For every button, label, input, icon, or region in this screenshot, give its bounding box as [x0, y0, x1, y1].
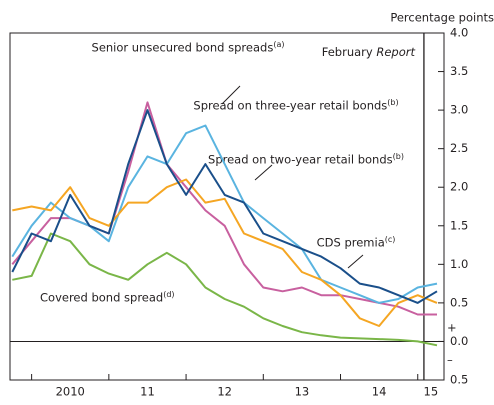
sign-label: – [447, 353, 453, 367]
arrow [221, 85, 241, 105]
report-text: February [322, 45, 373, 59]
x-tick-label: 12 [217, 385, 232, 399]
y-axis-label: Percentage points [390, 11, 494, 25]
sign-label: + [447, 321, 457, 335]
y-tick-label: 1.5 [450, 218, 468, 232]
annotation-note: (d) [163, 290, 174, 299]
y-tick-label: 3.0 [450, 103, 468, 117]
annotation-note: (b) [387, 98, 398, 107]
x-tick-label: 2010 [56, 385, 85, 399]
y-tick-label: 0.0 [450, 334, 468, 348]
y-tick-label: 4.0 [450, 26, 468, 40]
x-tick-label: 15 [424, 385, 439, 399]
y-tick-label: 2.0 [450, 180, 468, 194]
x-tick-label: 14 [372, 385, 387, 399]
annotation: Spread on three-year retail bonds(b) [193, 98, 398, 113]
x-tick-label: 11 [140, 385, 155, 399]
y-tick-label: 0.5 [450, 295, 468, 309]
series-line [11, 101, 437, 316]
report-label: February Report [322, 45, 416, 59]
arrow [254, 164, 273, 181]
series-line [11, 124, 438, 304]
report-emphasis: Report [376, 45, 415, 59]
annotation-note: (b) [393, 152, 404, 161]
y-tick-label: 0.5 [450, 373, 468, 387]
annotation: Covered bond spread(d) [40, 290, 175, 305]
series-line [12, 178, 438, 327]
annotation: Spread on two-year retail bonds(b) [208, 152, 404, 167]
annotation: CDS premia(c) [317, 235, 396, 250]
annotation: Senior unsecured bond spreads(a) [92, 40, 285, 55]
y-tick-label: 2.5 [450, 141, 468, 155]
series-line [12, 232, 438, 347]
annotation-note: (c) [385, 235, 396, 244]
y-tick-label: 3.5 [450, 64, 468, 78]
y-tick-label: 1.0 [450, 257, 468, 271]
x-tick-label: 13 [295, 385, 310, 399]
plot-frame [9, 32, 445, 381]
series-line [11, 109, 438, 304]
arrow [347, 254, 364, 269]
annotation-note: (a) [273, 40, 284, 49]
